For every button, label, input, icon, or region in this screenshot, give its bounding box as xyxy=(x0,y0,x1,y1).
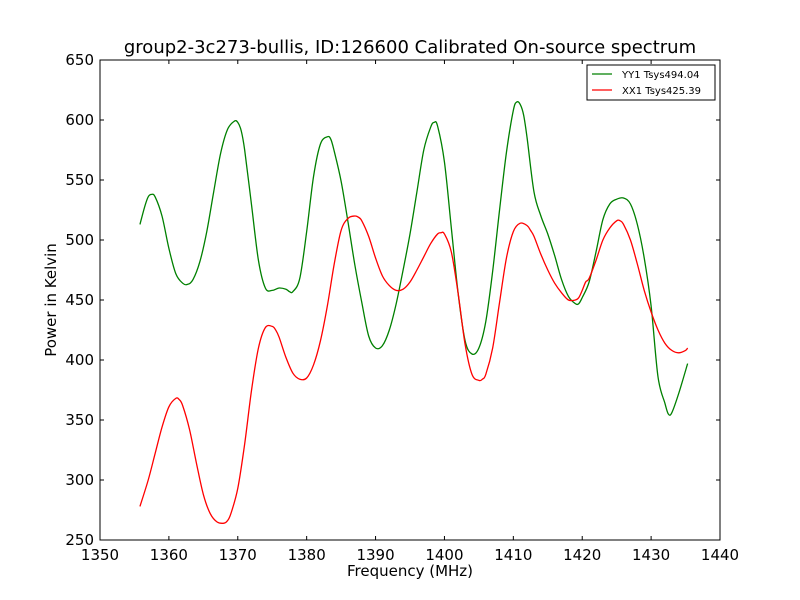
x-tick-label: 1370 xyxy=(219,546,257,564)
plot-frame xyxy=(99,59,721,541)
x-tick-label: 1360 xyxy=(150,546,188,564)
x-tick-label: 1380 xyxy=(288,546,326,564)
x-tick-label: 1350 xyxy=(81,546,119,564)
legend-box xyxy=(586,64,716,101)
series-line-xx1 xyxy=(139,215,689,524)
x-tick-label: 1420 xyxy=(563,546,601,564)
y-tick-label: 450 xyxy=(65,291,94,309)
axis-ticks: 1350 1360 1370 1380 1390 1400 1410 1420 1430 1440… xyxy=(65,51,739,564)
x-tick-label: 1390 xyxy=(356,546,394,564)
y-tick-label: 400 xyxy=(65,351,94,369)
y-tick-label: 500 xyxy=(65,231,94,249)
x-tick-label: 1430 xyxy=(632,546,670,564)
y-tick-label: 250 xyxy=(65,531,94,549)
y-tick-label: 350 xyxy=(65,411,94,429)
x-tick-label: 1410 xyxy=(494,546,532,564)
y-tick-label: 550 xyxy=(65,171,94,189)
legend-label-xx1: XX1 Tsys425.39 xyxy=(622,86,701,97)
y-tick-label: 600 xyxy=(65,111,94,129)
y-tick-label: 650 xyxy=(65,51,94,69)
chart-title: group2-3c273-bullis, ID:126600 Calibrate… xyxy=(124,37,696,58)
x-axis-label: Frequency (MHz) xyxy=(347,562,473,580)
y-axis-label: Power in Kelvin xyxy=(42,243,60,357)
x-tick-label: 1400 xyxy=(425,546,463,564)
legend: YY1 Tsys494.04 XX1 Tsys425.39 xyxy=(586,64,716,101)
plot-area xyxy=(100,60,720,540)
y-tick-label: 300 xyxy=(65,471,94,489)
series-line-yy1 xyxy=(139,101,689,416)
legend-label-yy1: YY1 Tsys494.04 xyxy=(621,70,700,81)
series-lines xyxy=(139,101,689,524)
x-tick-label: 1440 xyxy=(701,546,739,564)
